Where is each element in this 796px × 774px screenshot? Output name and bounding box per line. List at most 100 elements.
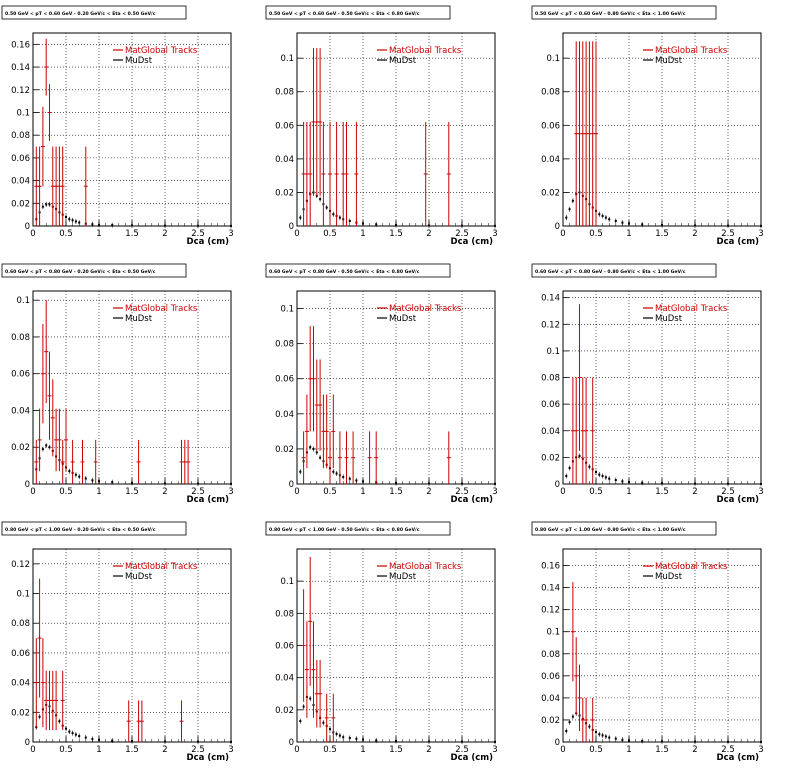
x-tick-label: 1.5 (655, 487, 669, 497)
title-box (1, 521, 187, 536)
x-tick-label: 2.5 (191, 229, 205, 239)
y-tick-label: 0.08 (275, 88, 294, 98)
y-tick-label: 0.02 (275, 706, 294, 716)
y-tick-label: 0 (25, 738, 30, 748)
y-tick-label: 0.14 (541, 584, 560, 594)
y-tick-label: 0.06 (541, 121, 560, 131)
x-tick-label: 1 (626, 229, 631, 239)
y-tick-label: 0.1 (280, 577, 294, 587)
x-tick-label: 3 (492, 745, 497, 755)
y-tick-label: 0.1 (280, 54, 294, 64)
x-tick-label: 0.5 (589, 487, 603, 497)
y-tick-label: 0 (289, 222, 294, 232)
x-tick-label: 0 (30, 745, 35, 755)
plot-title: 0.80 GeV < pT < 1.00 GeV - 0.50 GeV/c < … (269, 527, 420, 533)
y-tick-label: 0.02 (541, 716, 560, 726)
x-tick-label: 3 (228, 229, 233, 239)
y-tick-label: 0 (25, 480, 30, 490)
y-tick-label: 0.04 (11, 177, 30, 187)
legend-label-mudst: MuDst (125, 56, 153, 66)
x-tick-label: 2.5 (455, 487, 469, 497)
y-tick-label: 0.14 (11, 63, 30, 73)
x-tick-label: 2 (162, 487, 167, 497)
x-tick-label: 2 (426, 487, 431, 497)
x-tick-label: 0 (294, 745, 299, 755)
x-tick-label: 1.5 (655, 229, 669, 239)
x-tick-label: 3 (758, 229, 763, 239)
plot-title: 0.60 GeV < pT < 0.80 GeV - 0.80 GeV/c < … (535, 269, 686, 275)
legend-label-matglobal: MatGlobal Tracks (655, 46, 728, 56)
plot-panel-7: 0.80 GeV < pT < 1.00 GeV - 0.20 GeV/c < … (1, 521, 234, 763)
y-tick-label: 0.08 (11, 619, 30, 629)
y-tick-label: 0.02 (275, 188, 294, 198)
series-mudst (565, 189, 762, 229)
x-tick-label: 0.5 (59, 229, 73, 239)
y-tick-label: 0.06 (541, 400, 560, 410)
x-tick-label: 0 (294, 487, 299, 497)
x-axis-label: Dca (cm) (451, 237, 494, 247)
x-tick-label: 1 (626, 745, 631, 755)
plot-panel-5: 0.60 GeV < pT < 0.80 GeV - 0.50 GeV/c < … (265, 263, 498, 505)
y-tick-label: 0.1 (546, 628, 560, 638)
x-tick-label: 0 (560, 487, 565, 497)
y-tick-label: 0.02 (11, 199, 30, 209)
x-axis-label: Dca (cm) (187, 495, 230, 505)
legend-label-mudst: MuDst (655, 56, 683, 66)
x-tick-label: 0 (30, 487, 35, 497)
x-tick-label: 2 (692, 487, 697, 497)
y-tick-label: 0.08 (275, 609, 294, 619)
x-tick-label: 1.5 (389, 487, 403, 497)
title-box (265, 5, 451, 20)
series-matglobal (301, 326, 451, 484)
series-mudst (35, 201, 232, 229)
y-tick-label: 0.1 (546, 347, 560, 357)
plot-title: 0.80 GeV < pT < 1.00 GeV - 0.20 GeV/c < … (5, 527, 156, 533)
legend-label-matglobal: MatGlobal Tracks (389, 562, 462, 572)
legend-label-mudst: MuDst (655, 314, 683, 324)
x-tick-label: 1 (96, 487, 101, 497)
legend-label-mudst: MuDst (389, 314, 417, 324)
y-tick-label: 0.1 (16, 108, 30, 118)
y-tick-label: 0.08 (541, 374, 560, 384)
series-mudst (299, 444, 496, 487)
x-tick-label: 3 (228, 487, 233, 497)
y-tick-label: 0.02 (275, 445, 294, 455)
x-tick-label: 0 (294, 229, 299, 239)
y-tick-label: 0.04 (275, 410, 294, 420)
y-tick-label: 0.1 (16, 296, 30, 306)
x-tick-label: 0.5 (589, 229, 603, 239)
x-tick-label: 2.5 (721, 745, 735, 755)
x-tick-label: 1.5 (125, 229, 139, 239)
x-tick-label: 3 (492, 487, 497, 497)
title-box (265, 263, 451, 278)
x-tick-label: 0.5 (323, 229, 337, 239)
x-axis-label: Dca (cm) (187, 753, 230, 763)
plot-title: 0.50 GeV < pT < 0.60 GeV - 0.20 GeV/c < … (5, 11, 156, 17)
plot-title: 0.50 GeV < pT < 0.60 GeV - 0.50 GeV/c < … (269, 11, 420, 17)
y-tick-label: 0.06 (11, 649, 30, 659)
x-tick-label: 2 (692, 745, 697, 755)
legend-label-mudst: MuDst (389, 572, 417, 582)
plot-panel-2: 0.50 GeV < pT < 0.60 GeV - 0.50 GeV/c < … (265, 5, 498, 247)
x-tick-label: 1.5 (125, 745, 139, 755)
y-tick-label: 0.08 (275, 340, 294, 350)
y-tick-label: 0.12 (541, 320, 560, 330)
x-tick-label: 0 (560, 229, 565, 239)
series-mudst (35, 442, 232, 487)
x-tick-label: 1 (626, 487, 631, 497)
legend-label-matglobal: MatGlobal Tracks (389, 304, 462, 314)
x-axis-label: Dca (cm) (451, 753, 494, 763)
y-tick-label: 0 (289, 480, 294, 490)
x-tick-label: 2.5 (455, 229, 469, 239)
series-matglobal (34, 578, 184, 742)
y-tick-label: 0.1 (546, 54, 560, 64)
y-tick-label: 0.06 (275, 642, 294, 652)
legend-label-matglobal: MatGlobal Tracks (655, 304, 728, 314)
plot-panel-9: 0.80 GeV < pT < 1.00 GeV - 0.80 GeV/c < … (531, 521, 764, 763)
x-tick-label: 2 (692, 229, 697, 239)
y-tick-label: 0.12 (541, 606, 560, 616)
x-tick-label: 2 (426, 745, 431, 755)
series-matglobal (34, 38, 88, 226)
x-tick-label: 2.5 (455, 745, 469, 755)
